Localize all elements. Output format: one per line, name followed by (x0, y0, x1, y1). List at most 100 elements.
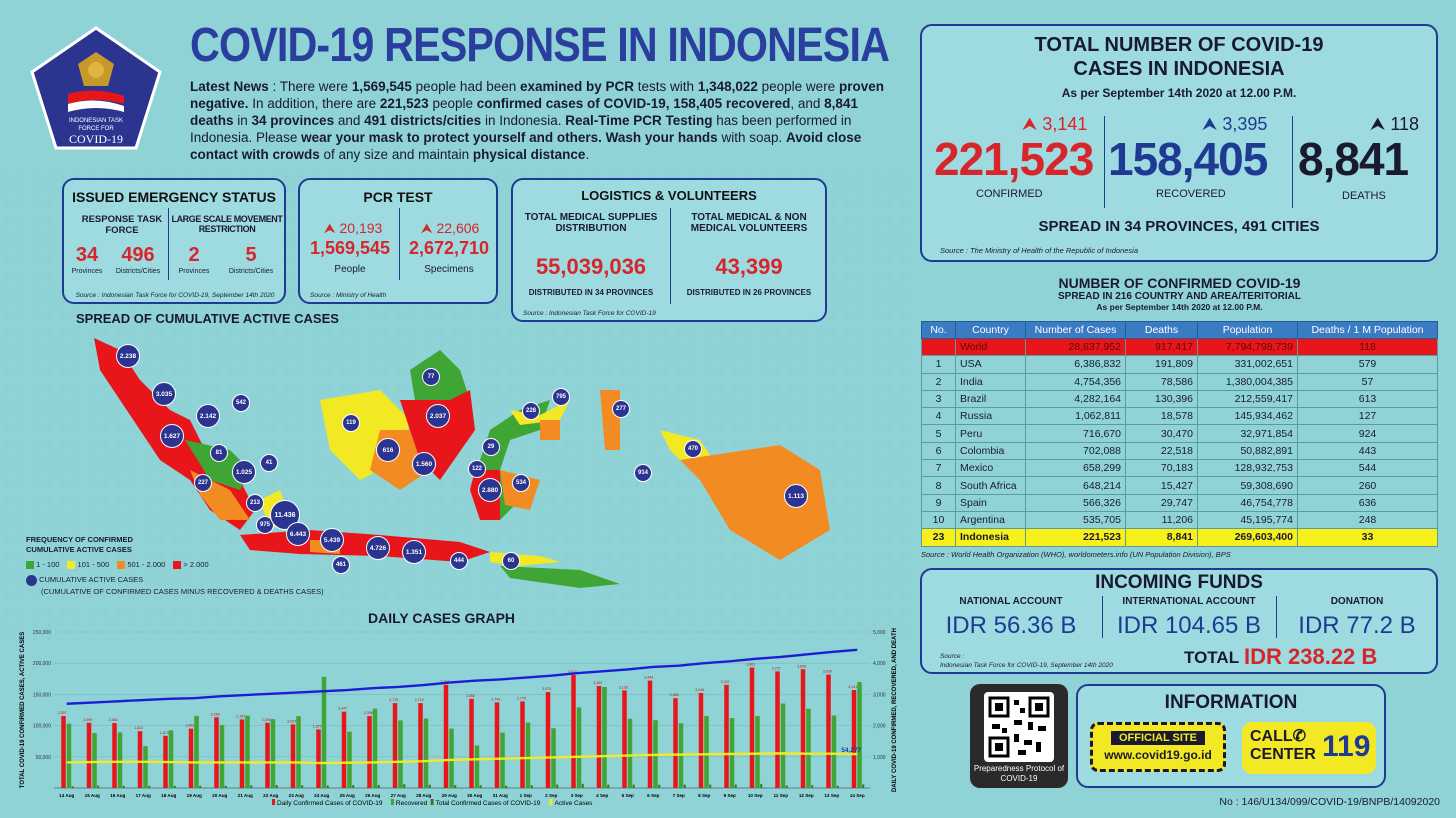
table-cell: 30,470 (1125, 424, 1198, 443)
news-text: of any size and maintain (319, 147, 473, 162)
table-cell: 248 (1297, 510, 1438, 530)
table-cell: 5 (921, 424, 956, 443)
qr-card[interactable]: Preparedness Protocol of COVID-19 (970, 684, 1068, 788)
x-tick-label: 27 Aug (391, 793, 406, 798)
confirmed-label: CONFIRMED (976, 188, 1043, 200)
document-number: No : 146/U134/099/COVID-19/BNPB/14092020 (1219, 796, 1440, 808)
legend-label: 1 - 100 (36, 560, 60, 569)
bar-recovered (500, 732, 505, 788)
case-bubble: 2.037 (426, 404, 450, 428)
table-cell: 70,183 (1125, 459, 1198, 478)
case-bubble: 119 (342, 414, 360, 432)
news-text: examined by PCR (520, 79, 635, 94)
fund-label: NATIONAL ACCOUNT (959, 596, 1063, 607)
bar-confirmed (418, 703, 423, 788)
totals-title-2: CASES IN INDONESIA (1073, 58, 1285, 80)
bar-deaths (658, 784, 661, 788)
table-cell: Brazil (955, 389, 1026, 409)
table-cell: Mexico (955, 459, 1026, 478)
emergency-label: Provinces (71, 268, 103, 275)
logo-text-2: FORCE FOR (78, 126, 114, 132)
bar-recovered (449, 728, 454, 788)
bar-recovered (627, 718, 633, 788)
table-row: 3 Brazil 4,282,164 130,396 212,559,417 613 (921, 389, 1438, 409)
world-source: Source : World Health Organization (WHO)… (921, 550, 1231, 559)
table-cell: South Africa (955, 476, 1026, 495)
case-bubble: 542 (232, 394, 250, 412)
bar-confirmed (367, 716, 372, 788)
pcr-people-increase: ⮝ 20,193 (308, 220, 398, 237)
x-tick-label: 5 Sep (622, 793, 634, 798)
confirmed-increase: ⮝ 3,141 (1022, 114, 1087, 135)
information-panel: INFORMATION OFFICIAL SITE www.covid19.go… (1076, 684, 1386, 788)
totals-source: Source : The Ministry of Health of the R… (940, 246, 1139, 255)
world-title: NUMBER OF CONFIRMED COVID-19 (1058, 275, 1301, 291)
bar-recovered (525, 722, 531, 788)
bar-value-label: 3,128 (619, 685, 628, 689)
emergency-label: Provinces (178, 268, 210, 275)
bar-value-label: 2,719 (415, 698, 424, 702)
x-tick-label: 12 Sep (799, 793, 814, 798)
map-legend-items: 1 - 100 101 - 500 501 - 2.000 > 2.000 (26, 560, 209, 570)
map-region (500, 566, 620, 588)
bar-deaths (148, 785, 151, 788)
bar-recovered (168, 730, 174, 788)
y2-tick-label: 2,000 (873, 724, 886, 730)
funds-panel: INCOMING FUNDS NATIONAL ACCOUNT IDR 56.3… (920, 568, 1438, 674)
bar-confirmed (851, 690, 857, 788)
table-cell: 7,794,798,739 (1197, 337, 1298, 357)
table-cell: 28,637,952 (1025, 337, 1126, 357)
bar-confirmed (545, 692, 551, 788)
confirmed-total: 221,523 (934, 133, 1094, 185)
bar-deaths (709, 784, 712, 788)
info-title: INFORMATION (1164, 692, 1298, 713)
bar-value-label: 2,775 (517, 696, 526, 700)
funds-total-value: IDR 238.22 B (1244, 644, 1378, 669)
bar-deaths (785, 785, 788, 788)
y-tick-label: 150,000 (33, 692, 51, 698)
table-cell: 7 (921, 459, 956, 478)
logistics-footer: DISTRIBUTED IN 26 PROVINCES (686, 288, 812, 297)
map-region (510, 400, 570, 425)
x-tick-label: 13 Sep (824, 793, 839, 798)
total-cases-line (66, 648, 858, 705)
official-site-link[interactable]: OFFICIAL SITE www.covid19.go.id (1090, 722, 1226, 772)
logistics-title: LOGISTICS & VOLUNTEERS (581, 188, 757, 203)
table-cell: 636 (1297, 493, 1438, 512)
pcr-specimen-increase: ⮝ 22,606 (404, 220, 496, 237)
international-fund-value: IDR 104.65 B (1116, 612, 1262, 639)
funds-source-line: Source : (940, 653, 965, 660)
bar-confirmed (494, 702, 500, 788)
legend-item: 101 - 500 (67, 560, 110, 570)
bar-value-label: 2,081 (109, 718, 118, 722)
x-tick-label: 31 Aug (493, 793, 508, 798)
emergency-provinces: 34 (75, 244, 99, 266)
table-cell: 6 (921, 441, 956, 461)
up-arrow-icon: ⮝ (1022, 114, 1038, 134)
active-annotation: 54,277 (841, 747, 861, 754)
bar-recovered (219, 725, 225, 788)
bar-recovered (270, 719, 276, 788)
table-row: 5 Peru 716,670 30,470 32,971,854 924 (921, 424, 1438, 443)
table-cell: 32,971,854 (1197, 424, 1298, 443)
legend-title: CUMULATIVE ACTIVE CASES (26, 545, 132, 554)
call-center-button[interactable]: CALL✆ CENTER 119 (1242, 722, 1376, 774)
bar-confirmed (800, 669, 806, 788)
x-tick-label: 6 Sep (647, 793, 659, 798)
table-cell: 11,206 (1125, 510, 1198, 530)
x-tick-label: 4 Sep (596, 793, 608, 798)
case-bubble: 914 (634, 464, 652, 482)
bar-deaths (97, 785, 100, 788)
news-label: Latest News (190, 79, 269, 94)
x-tick-label: 2 Sep (545, 793, 557, 798)
qr-label: Preparedness Protocol of COVID-19 (973, 764, 1065, 783)
increase-value: 3,141 (1042, 114, 1088, 134)
news-text: Avoid close contact with crowds (190, 130, 862, 162)
legend-label: 101 - 500 (77, 560, 110, 569)
official-site-url: www.covid19.go.id (1104, 748, 1212, 762)
news-text: in Indonesia. (481, 113, 566, 128)
pcr-source: Source : Ministry of Health (310, 292, 387, 299)
bar-confirmed (469, 698, 474, 788)
bar-deaths (224, 785, 227, 788)
pcr-specimens-label: Specimens (424, 264, 474, 275)
